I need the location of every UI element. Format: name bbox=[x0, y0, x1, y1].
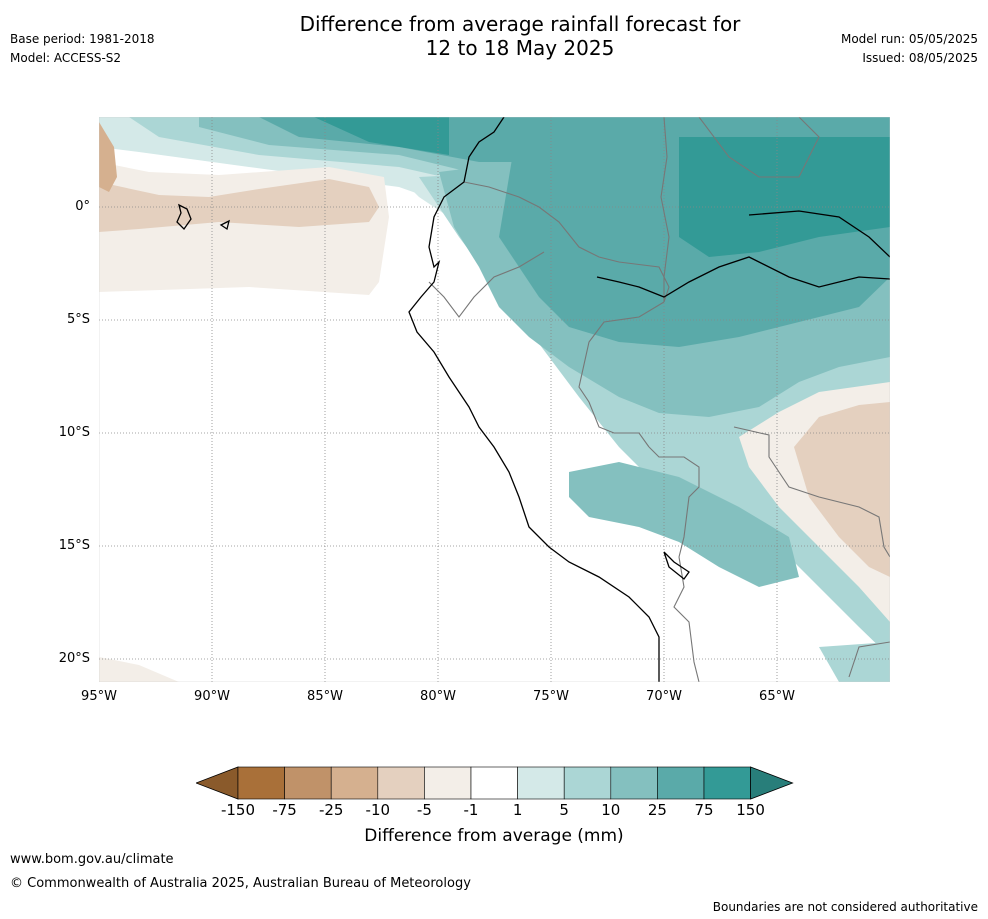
border-venezuela-brazil bbox=[698, 117, 820, 178]
lat-label-15s: 15°S bbox=[58, 538, 90, 553]
colorbar-swatch-9 bbox=[657, 766, 705, 800]
base-period-text: Base period: 1981-2018 bbox=[10, 32, 155, 46]
lat-label-5s: 5°S bbox=[66, 312, 90, 327]
model-run-text: Model run: 05/05/2025 bbox=[840, 32, 978, 46]
coastlines bbox=[176, 117, 890, 682]
contour-altiplano-10-25mm bbox=[569, 462, 799, 587]
colorbar-tick-label: 10 bbox=[601, 801, 621, 819]
footer-disclaimer: Boundaries are not considered authoritat… bbox=[712, 900, 978, 914]
colorbar-swatch-5 bbox=[470, 766, 518, 800]
lat-label-0: 0° bbox=[75, 199, 90, 214]
colorbar-tick-label: -1 bbox=[463, 801, 479, 819]
colorbar-tick-label: 75 bbox=[694, 801, 714, 819]
lon-label-70w: 70°W bbox=[646, 689, 682, 704]
border-peru-brazil bbox=[578, 301, 665, 448]
colorbar-swatch-7 bbox=[563, 766, 612, 800]
pacific-coastline bbox=[408, 117, 660, 682]
colorbar-tick-label: 150 bbox=[736, 801, 765, 819]
border-bolivia-chile bbox=[673, 556, 700, 682]
contour-sw-dry bbox=[99, 657, 179, 682]
galapagos-santa-cruz bbox=[219, 219, 230, 231]
colorbar bbox=[196, 766, 794, 800]
colorbar-tick-label: -10 bbox=[365, 801, 391, 819]
colorbar-swatch-3 bbox=[377, 766, 425, 800]
title-line-2: 12 to 18 May 2025 bbox=[425, 36, 615, 60]
country-borders bbox=[428, 117, 890, 682]
border-colombia-brazil bbox=[660, 117, 670, 302]
lon-label-90w: 90°W bbox=[194, 689, 230, 704]
negro-river bbox=[748, 210, 890, 258]
graticule bbox=[99, 117, 890, 682]
border-peru-bolivia bbox=[648, 446, 700, 558]
page-title: Difference from average rainfall forecas… bbox=[0, 12, 988, 60]
title-line-1: Difference from average rainfall forecas… bbox=[299, 12, 741, 36]
lat-label-20s: 20°S bbox=[58, 651, 90, 666]
lon-label-95w: 95°W bbox=[81, 689, 117, 704]
colorbar-tick-label: 1 bbox=[512, 801, 523, 819]
colorbar-swatch-6 bbox=[517, 766, 565, 800]
colorbar-swatch-8 bbox=[610, 766, 658, 800]
model-text: Model: ACCESS-S2 bbox=[10, 51, 122, 65]
lon-label-80w: 80°W bbox=[420, 689, 456, 704]
lon-label-65w: 65°W bbox=[759, 689, 795, 704]
colorbar-tick-label: -5 bbox=[416, 801, 432, 819]
contour-dry-10-25mm bbox=[99, 122, 117, 192]
colorbar-title: Difference from average (mm) bbox=[364, 826, 624, 846]
colorbar-arrow-low bbox=[196, 766, 239, 800]
colorbar-arrow-high bbox=[750, 766, 794, 800]
contour-se-dry-5-10mm bbox=[794, 402, 890, 577]
footer-url: www.bom.gov.au/climate bbox=[10, 852, 174, 867]
colorbar-tick-label: -150 bbox=[220, 801, 256, 819]
colorbar-swatch-4 bbox=[424, 766, 472, 800]
colorbar-swatch-1 bbox=[284, 766, 332, 800]
border-colombia-peru bbox=[463, 181, 670, 303]
colorbar-tick-label: -75 bbox=[272, 801, 297, 819]
colorbar-tick-label: 5 bbox=[559, 801, 569, 819]
contour-north-75-150mm bbox=[314, 117, 449, 155]
amazon-river bbox=[596, 256, 890, 298]
lon-label-75w: 75°W bbox=[533, 689, 569, 704]
lon-label-85w: 85°W bbox=[307, 689, 343, 704]
border-bolivia-brazil bbox=[733, 426, 890, 558]
footer-copyright: © Commonwealth of Australia 2025, Austra… bbox=[10, 876, 471, 891]
border-paraguay bbox=[848, 641, 890, 678]
border-ecuador-peru bbox=[428, 251, 545, 318]
issued-text: Issued: 08/05/2025 bbox=[862, 51, 978, 65]
colorbar-swatch-0 bbox=[237, 766, 285, 800]
lat-label-10s: 10°S bbox=[58, 425, 90, 440]
colorbar-swatch-10 bbox=[703, 766, 751, 800]
contour-dry-5-10mm bbox=[99, 179, 379, 232]
colorbar-swatch-2 bbox=[330, 766, 379, 800]
rainfall-anomaly-map bbox=[99, 117, 890, 682]
contour-land-75-150mm bbox=[679, 137, 890, 257]
colorbar-tick-label: 25 bbox=[647, 801, 667, 819]
colorbar-tick-label: -25 bbox=[318, 801, 344, 819]
galapagos-isabela bbox=[176, 203, 192, 231]
lake-titicaca bbox=[663, 551, 690, 580]
